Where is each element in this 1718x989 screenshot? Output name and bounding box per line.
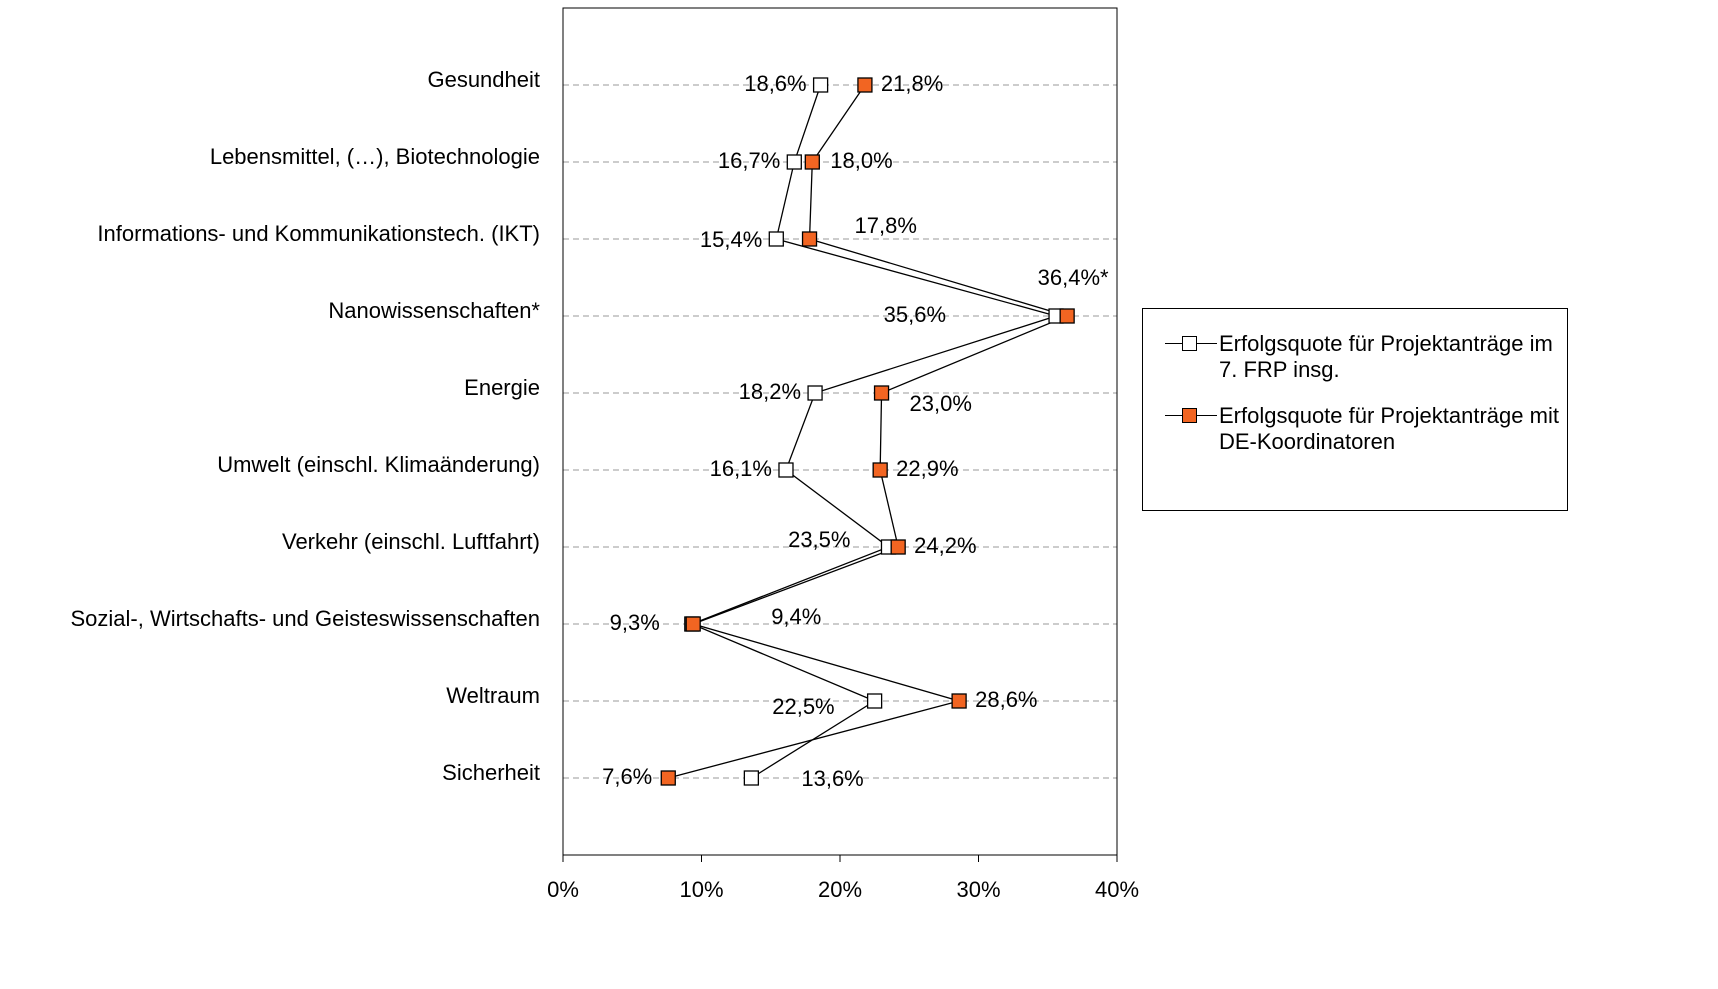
marker	[890, 539, 906, 555]
marker	[685, 616, 701, 632]
marker	[1059, 308, 1075, 324]
marker	[872, 462, 888, 478]
data-label: 24,2%	[914, 533, 976, 558]
x-tick-label: 0%	[547, 877, 579, 902]
marker	[768, 231, 784, 247]
data-label: 13,6%	[801, 766, 863, 791]
data-label: 16,7%	[718, 148, 780, 173]
data-label: 28,6%	[975, 687, 1037, 712]
marker	[873, 385, 890, 401]
legend-symbol	[1163, 331, 1219, 357]
marker	[660, 770, 676, 786]
data-label: 36,4%*	[1038, 265, 1109, 290]
legend: Erfolgsquote für Projektanträge im 7. FR…	[1142, 308, 1568, 511]
category-label: Verkehr (einschl. Luftfahrt)	[282, 529, 540, 554]
data-label: 22,9%	[896, 456, 958, 481]
data-label: 21,8%	[881, 71, 943, 96]
marker	[866, 693, 883, 709]
legend-marker	[1182, 336, 1197, 351]
marker	[801, 231, 818, 247]
data-label: 16,1%	[710, 456, 772, 481]
marker	[743, 770, 760, 786]
legend-marker	[1182, 408, 1197, 423]
category-label: Gesundheit	[427, 67, 540, 92]
data-label: 23,0%	[910, 391, 972, 416]
data-label: 15,4%	[700, 227, 762, 252]
series-line	[690, 84, 1059, 779]
plot-area	[562, 7, 1118, 856]
legend-label: Erfolgsquote für Projektanträge im 7. FR…	[1219, 331, 1553, 382]
data-label: 22,5%	[772, 694, 834, 719]
marker	[857, 77, 873, 93]
marker	[951, 693, 967, 709]
x-tick-label: 40%	[1095, 877, 1139, 902]
category-label: Nanowissenschaften*	[328, 298, 540, 323]
category-label: Weltraum	[446, 683, 540, 708]
legend-entry: Erfolgsquote für Projektanträge im 7. FR…	[1143, 331, 1567, 383]
x-tick-label: 20%	[818, 877, 862, 902]
category-label: Informations- und Kommunikationstech. (I…	[97, 221, 540, 246]
marker	[778, 462, 794, 478]
category-label: Sozial-, Wirtschafts- und Geisteswissens…	[70, 606, 540, 631]
category-label: Energie	[464, 375, 540, 400]
data-label: 35,6%	[884, 302, 946, 327]
marker	[786, 154, 802, 170]
series-line	[668, 84, 1070, 779]
data-label: 7,6%	[602, 764, 652, 789]
legend-label: Erfolgsquote für Projektanträge mit DE-K…	[1219, 403, 1559, 454]
data-label: 18,0%	[830, 148, 892, 173]
x-tick-label: 10%	[679, 877, 723, 902]
marker	[812, 77, 829, 93]
marker	[807, 385, 823, 401]
legend-symbol	[1163, 403, 1219, 429]
data-label: 18,2%	[739, 379, 801, 404]
category-label: Lebensmittel, (…), Biotechnologie	[210, 144, 540, 169]
data-label: 17,8%	[855, 213, 917, 238]
category-label: Sicherheit	[442, 760, 540, 785]
marker	[804, 154, 820, 170]
data-label: 23,5%	[788, 527, 850, 552]
category-label: Umwelt (einschl. Klimaänderung)	[217, 452, 540, 477]
data-label: 18,6%	[744, 71, 806, 96]
data-label: 9,4%	[771, 604, 821, 629]
legend-entry: Erfolgsquote für Projektanträge mit DE-K…	[1143, 403, 1567, 455]
data-label: 9,3%	[610, 610, 660, 635]
x-tick-label: 30%	[956, 877, 1000, 902]
